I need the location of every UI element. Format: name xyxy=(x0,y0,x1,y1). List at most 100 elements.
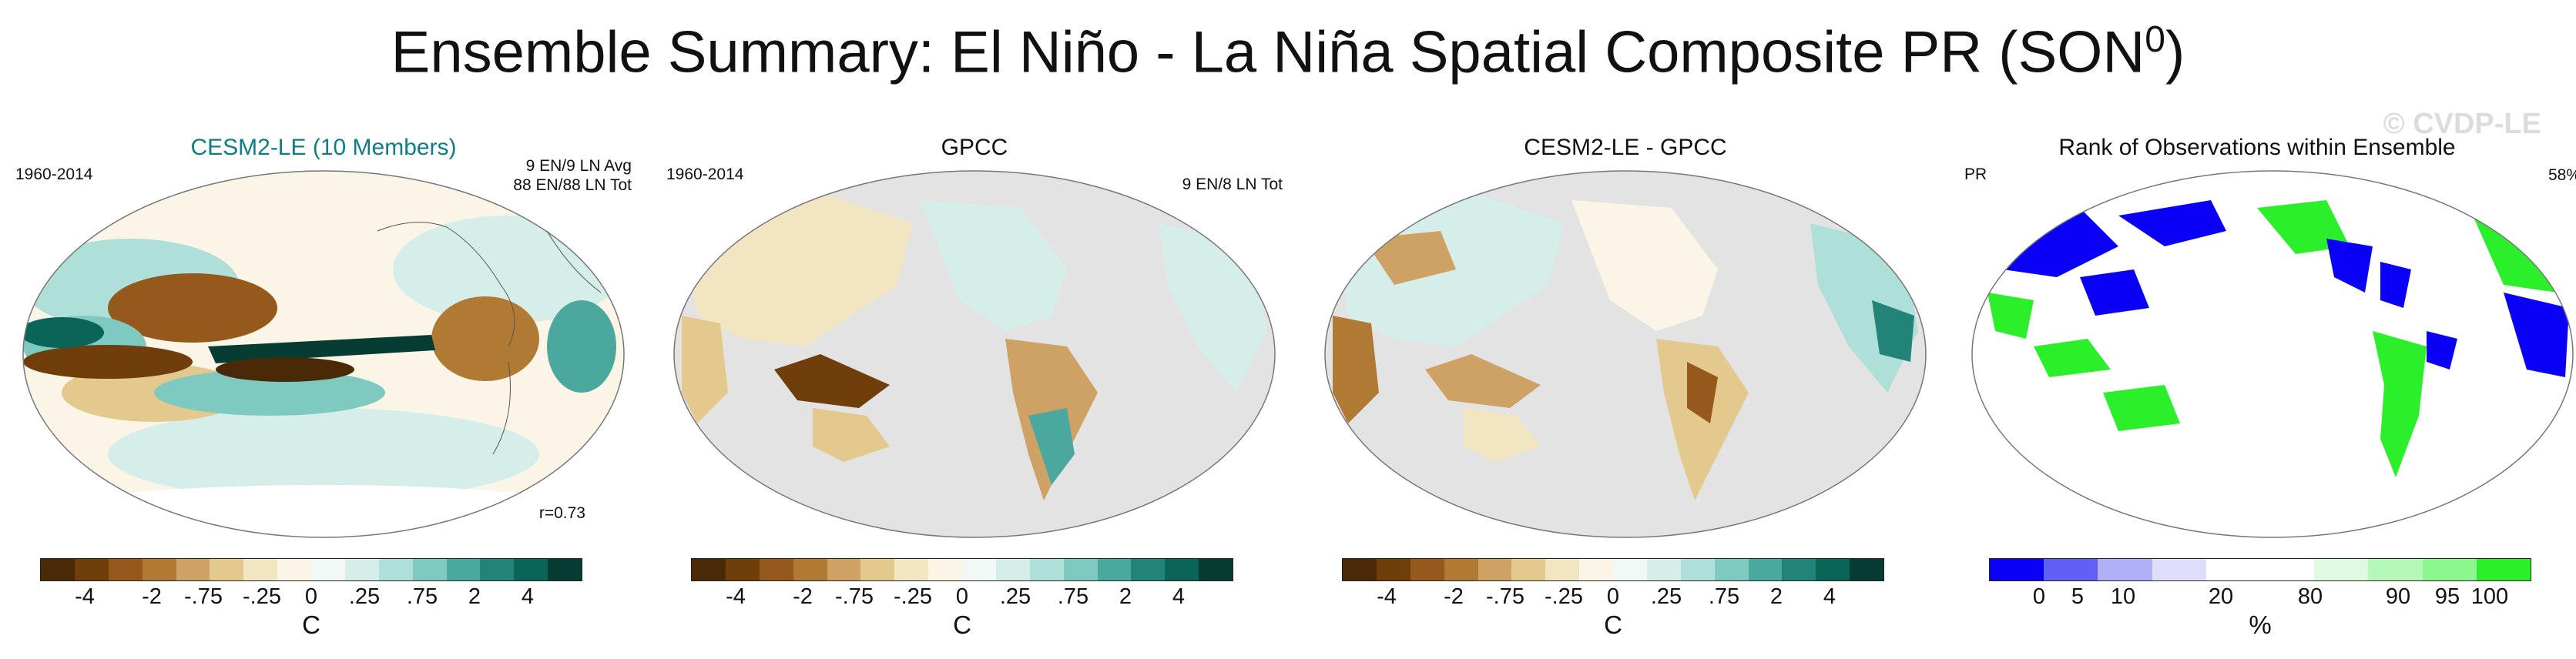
colorbar-swatch xyxy=(311,559,345,580)
colorbar-swatch xyxy=(2314,559,2369,580)
colorbar-swatch xyxy=(176,559,210,580)
period-label: 1960-2014 xyxy=(15,166,93,183)
colorbar-swatch xyxy=(793,559,827,580)
colorbar-tick: -4 xyxy=(726,584,746,609)
colorbar-tick: -2 xyxy=(1444,584,1464,609)
colorbar-swatch xyxy=(860,559,895,580)
colorbar-tick: 5 xyxy=(2071,584,2085,609)
colorbar-swatch xyxy=(480,559,515,580)
colorbar-swatch xyxy=(1816,559,1850,580)
colorbar-swatch xyxy=(514,559,548,580)
colorbar-tick: 10 xyxy=(2110,584,2136,609)
colorbar-swatch xyxy=(1782,559,1816,580)
colorbar-swatch xyxy=(142,559,176,580)
colorbar-swatch xyxy=(827,559,861,580)
colorbar-swatch xyxy=(446,559,481,580)
colorbar-tick: -.25 xyxy=(1545,584,1583,609)
event-count-tot: 9 EN/8 LN Tot xyxy=(1182,176,1283,193)
colorbar-swatch xyxy=(962,559,996,580)
colorbar-swatch xyxy=(2422,559,2477,580)
colorbar-swatch xyxy=(1410,559,1444,580)
colorbar-tick: 80 xyxy=(2297,584,2323,609)
colorbar-swatch xyxy=(277,559,311,580)
colorbar xyxy=(1989,558,2531,581)
colorbar-tick: 100 xyxy=(2470,584,2509,609)
event-count-label: 9 EN/8 LN Tot xyxy=(1182,175,1283,194)
colorbar-tick: 0 xyxy=(2032,584,2046,609)
figure-title-superscript: 0 xyxy=(2145,19,2165,60)
colorbar-swatch xyxy=(378,559,413,580)
colorbar-swatch xyxy=(2044,559,2098,580)
colorbar-swatch xyxy=(210,559,244,580)
colorbar-swatch xyxy=(108,559,143,580)
colorbar-tick: 0 xyxy=(1606,584,1620,609)
map-rank xyxy=(1971,170,2574,538)
colorbar xyxy=(1342,558,1884,581)
colorbar-tick: -.25 xyxy=(243,584,281,609)
colorbar xyxy=(691,558,1233,581)
colorbar-swatch xyxy=(1444,559,1478,580)
colorbar-tick: -.75 xyxy=(1486,584,1524,609)
event-count-avg: 9 EN/9 LN Avg xyxy=(525,157,632,175)
colorbar-tick: -4 xyxy=(1377,584,1397,609)
colorbar-swatch xyxy=(1850,559,1883,580)
colorbar xyxy=(40,558,582,581)
colorbar-tick: .25 xyxy=(348,584,381,609)
colorbar-swatch xyxy=(2205,559,2261,580)
percent-value: 58% xyxy=(2547,166,2576,184)
colorbar-swatch xyxy=(1613,559,1647,580)
colorbar-tick: -2 xyxy=(793,584,813,609)
colorbar-swatch xyxy=(1680,559,1715,580)
colorbar-swatch xyxy=(548,559,582,580)
map-cesm2-le xyxy=(22,170,625,538)
event-count-label: 9 EN/9 LN Avg 88 EN/88 LN Tot xyxy=(513,156,632,195)
colorbar-swatch xyxy=(1131,559,1166,580)
colorbar-swatch xyxy=(1990,559,2044,580)
colorbar-swatch xyxy=(1376,559,1410,580)
colorbar-swatch xyxy=(725,559,760,580)
figure-title-text: Ensemble Summary: El Niño - La Niña Spat… xyxy=(391,19,2145,85)
colorbar-swatch xyxy=(412,559,447,580)
panel-difference: CESM2-LE - GPCC -4 -2 -.75 -.25 0 .25 .7… xyxy=(1317,127,1934,651)
colorbar-swatch xyxy=(995,559,1030,580)
colorbar-swatch xyxy=(74,559,109,580)
colorbar-tick: 0 xyxy=(304,584,318,609)
figure-title-close: ) xyxy=(2165,19,2185,85)
watermark: © CVDP-LE xyxy=(2383,108,2541,140)
colorbar-tick: -.75 xyxy=(184,584,223,609)
colorbar-tick: .75 xyxy=(406,584,438,609)
correlation-label: r=0.73 xyxy=(538,504,585,522)
colorbar-swatch xyxy=(2098,559,2152,580)
colorbar-unit: % xyxy=(2249,610,2272,639)
colorbar-swatch xyxy=(1029,559,1064,580)
colorbar-swatch xyxy=(759,559,793,580)
colorbar-tick: 2 xyxy=(468,584,481,609)
colorbar-swatch xyxy=(1063,559,1098,580)
colorbar-swatch xyxy=(692,559,726,580)
colorbar-swatch xyxy=(1511,559,1546,580)
colorbar-tick: 2 xyxy=(1769,584,1783,609)
colorbar-tick: 4 xyxy=(1823,584,1836,609)
colorbar-tick: -4 xyxy=(75,584,95,609)
colorbar-tick: .75 xyxy=(1057,584,1089,609)
map-difference xyxy=(1324,170,1927,538)
colorbar-unit: C xyxy=(302,610,320,639)
panel-gpcc: GPCC 1960-2014 9 EN/8 LN Tot -4 -2 -.75 … xyxy=(666,127,1283,651)
colorbar-swatch xyxy=(1165,559,1199,580)
colorbar-tick: 4 xyxy=(1172,584,1186,609)
panel-rank: Rank of Observations within Ensemble PR … xyxy=(1964,127,2576,651)
colorbar-tick: -2 xyxy=(142,584,162,609)
panel-title: GPCC xyxy=(941,135,1008,160)
colorbar-swatch xyxy=(1199,559,1233,580)
colorbar-swatch xyxy=(1714,559,1749,580)
colorbar-swatch xyxy=(1748,559,1783,580)
colorbar-swatch xyxy=(1646,559,1681,580)
colorbar-swatch xyxy=(41,559,75,580)
colorbar-swatch xyxy=(2260,559,2315,580)
colorbar-tick: .75 xyxy=(1708,584,1740,609)
colorbar-swatch xyxy=(2368,559,2423,580)
colorbar-tick: 4 xyxy=(521,584,535,609)
colorbar-tick: 95 xyxy=(2434,584,2460,609)
percent-label: 58% xyxy=(2548,166,2576,185)
colorbar-tick: 2 xyxy=(1119,584,1132,609)
